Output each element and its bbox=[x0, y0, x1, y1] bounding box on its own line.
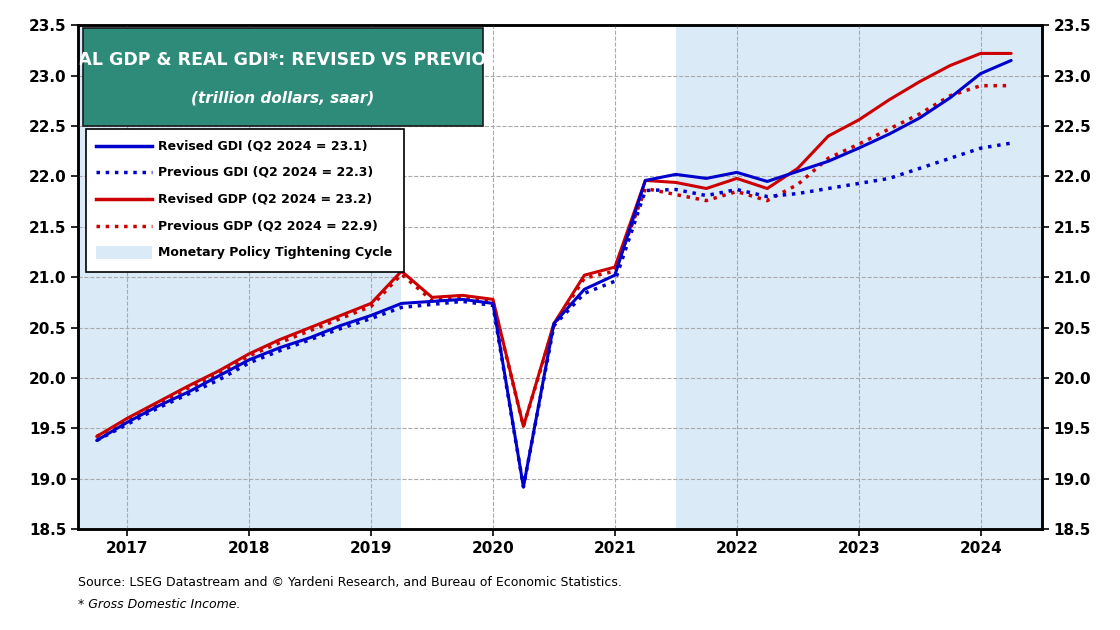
Text: Previous GDP (Q2 2024 = 22.9): Previous GDP (Q2 2024 = 22.9) bbox=[158, 219, 379, 232]
Text: REAL GDP & REAL GDI*: REVISED VS PREVIOUS: REAL GDP & REAL GDI*: REVISED VS PREVIOU… bbox=[53, 51, 513, 69]
Text: Revised GDI (Q2 2024 = 23.1): Revised GDI (Q2 2024 = 23.1) bbox=[158, 139, 368, 152]
Text: (trillion dollars, saar): (trillion dollars, saar) bbox=[192, 91, 375, 106]
Text: Monetary Policy Tightening Cycle: Monetary Policy Tightening Cycle bbox=[158, 246, 393, 259]
Text: Revised GDP (Q2 2024 = 23.2): Revised GDP (Q2 2024 = 23.2) bbox=[158, 193, 373, 205]
Bar bbox=[78, 25, 401, 529]
FancyBboxPatch shape bbox=[86, 129, 404, 272]
FancyBboxPatch shape bbox=[95, 246, 151, 259]
Text: Previous GDI (Q2 2024 = 22.3): Previous GDI (Q2 2024 = 22.3) bbox=[158, 166, 374, 179]
Text: * Gross Domestic Income.: * Gross Domestic Income. bbox=[78, 598, 241, 611]
Bar bbox=[675, 25, 1042, 529]
Text: Source: LSEG Datastream and © Yardeni Research, and Bureau of Economic Statistic: Source: LSEG Datastream and © Yardeni Re… bbox=[78, 576, 623, 589]
FancyBboxPatch shape bbox=[83, 28, 483, 126]
